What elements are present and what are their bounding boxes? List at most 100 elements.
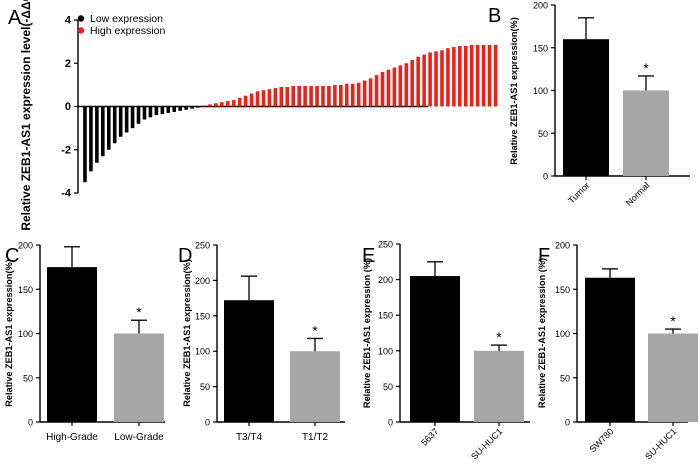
x-tick-label: SU-HUC1 [643,426,678,461]
bar-high-expression [291,85,296,107]
bar-high-expression [487,44,492,107]
panel-e: E 0 50 100 150 200 250 Relative ZEB1-AS1 expres… [362,240,530,462]
bar-high-expression [350,83,355,107]
bar-high-expression [344,83,349,107]
bar-high-expression [356,82,361,107]
y-tick-label: -2 [61,144,71,156]
bar-high-expression [303,85,307,107]
panel-label: E [362,245,375,267]
y-tick-label: 150 [18,285,33,295]
y-tick-label: 50 [200,382,210,392]
y-tick-label: 150 [195,311,210,321]
bar-high-expression [493,44,498,107]
bar-low-expression [89,106,93,172]
bar-high-expression [374,75,379,107]
bar-low-expression [118,106,123,137]
bar-high-expression [225,101,230,107]
bar-high-expression [458,45,462,107]
bar-high-expression [243,95,248,107]
y-axis-title: Relative ZEB1-AS1 expression(%) [4,259,14,407]
bar-low-expression [124,106,129,133]
y-tick-label: 200 [533,1,548,11]
panel-a: A 4 2 0 -2 -4 Relative ZEB1-AS1 expression lev… [8,0,498,231]
y-tick-label: 100 [18,329,33,339]
bar-low-expression [83,106,87,183]
y-tick-label: 0 [65,101,71,113]
y-tick-label: 200 [378,275,393,285]
bar-low-expression [130,106,135,129]
y-tick-label: 250 [378,240,393,250]
bar-high-expression [386,69,391,107]
y-tick-label: 2 [65,58,71,70]
bar-low-expression [196,106,200,108]
y-tick-label: 50 [383,382,393,392]
bar-low-expression [184,106,188,110]
bar-high-expression [279,87,284,107]
y-tick-label: 150 [378,311,393,321]
bar-high-expression [440,50,444,107]
bar-low-expression [101,106,105,157]
bar-high-expression [309,85,313,107]
x-tick-label: Tumor [566,180,591,205]
bar-high-expression [410,60,415,107]
bar-high-expression [208,104,212,107]
y-tick-label: 50 [560,373,570,383]
panel-b: B 0 50 100 150 200 Relative ZEB1-AS1 expressio… [488,1,690,208]
bar-low-expression [112,106,117,144]
bar-low-expression [106,106,111,150]
bar-high-expression [446,48,450,107]
bar-high-expression [327,85,331,107]
bar-low-expression [166,106,171,113]
y-tick-label: 50 [538,129,548,139]
bar-high-expression [481,44,486,107]
significance-marker: * [312,322,318,338]
significance-marker: * [643,60,649,76]
y-tick-label: 0 [543,172,548,182]
bar-t3-t4 [224,300,274,422]
y-axis-title: Relative ZEB1-AS1 expression (%) [362,258,372,408]
y-tick-label: 250 [195,241,210,251]
bar-high-expression [452,47,456,107]
y-tick-label: 100 [378,346,393,356]
legend-marker [77,15,85,22]
y-tick-label: 200 [555,241,570,251]
x-tick-label: 5637 [419,426,440,447]
bar-high-expression [237,97,242,107]
panel-f: F 0 50 100 150 200 Relative ZEB1-AS1 expressio… [537,241,698,462]
bar-high-expression [261,90,266,107]
significance-marker: * [670,313,676,329]
x-tick-label: Normal [624,180,652,208]
panel-label: A [8,7,22,29]
y-tick-label: 100 [195,347,210,357]
y-tick-label: 4 [65,15,72,27]
y-tick-label: 100 [555,329,570,339]
bar-high-grade [47,267,97,423]
y-axis-title: Relative ZEB1-AS1 expression(%) [182,259,192,407]
bar-t1-t2 [290,351,340,422]
bar-high-expression [321,85,325,107]
bar-su-huc1 [648,333,698,422]
bar-high-expression [267,89,272,107]
bar-high-expression [333,84,337,107]
bar-high-expression [273,88,278,107]
y-tick-label: 0 [205,418,210,428]
bar-high-expression [368,78,373,107]
legend-label: Low expression [90,13,163,25]
bar-low-expression [154,106,159,116]
bar-high-expression [469,44,474,107]
bar-low-expression [95,106,99,163]
x-tick-label: Low-Grade [114,432,164,443]
y-axis-title: Relative ZEB1-AS1 expression level(-ΔΔCT… [19,0,33,231]
y-tick-label: 200 [195,276,210,286]
bar-high-expression [220,102,224,107]
bar-high-expression [463,45,468,107]
bar-high-expression [416,56,420,107]
panel-label: D [178,245,192,267]
x-tick-label: T1/T2 [302,432,329,443]
x-tick-label: T3/T4 [236,432,263,443]
bar-high-expression [255,91,260,107]
bar-high-expression [297,85,301,107]
bar-low-grade [114,333,164,422]
bar-high-expression [434,51,438,107]
